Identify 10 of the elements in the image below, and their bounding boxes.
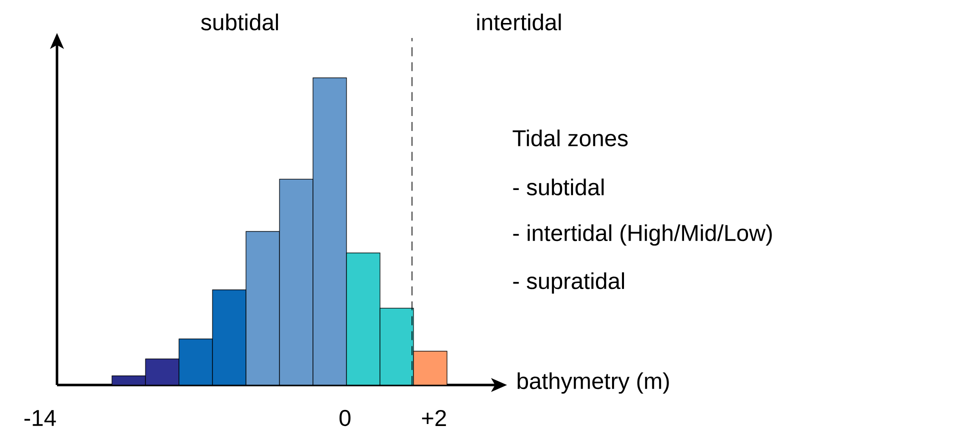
text: - intertidal (High/Mid/Low) bbox=[513, 224, 772, 246]
text: - subtidal bbox=[513, 178, 604, 196]
text: 0 bbox=[340, 410, 350, 426]
text: subtidal bbox=[201, 14, 278, 30]
text: - supratidal bbox=[513, 272, 624, 294]
x-axis-title: bathymetry (m) bbox=[518, 372, 669, 394]
text: Tidal zones bbox=[512, 130, 628, 146]
text: intertidal bbox=[477, 14, 561, 30]
text: -14 bbox=[24, 410, 56, 426]
text: +2 bbox=[422, 410, 446, 426]
